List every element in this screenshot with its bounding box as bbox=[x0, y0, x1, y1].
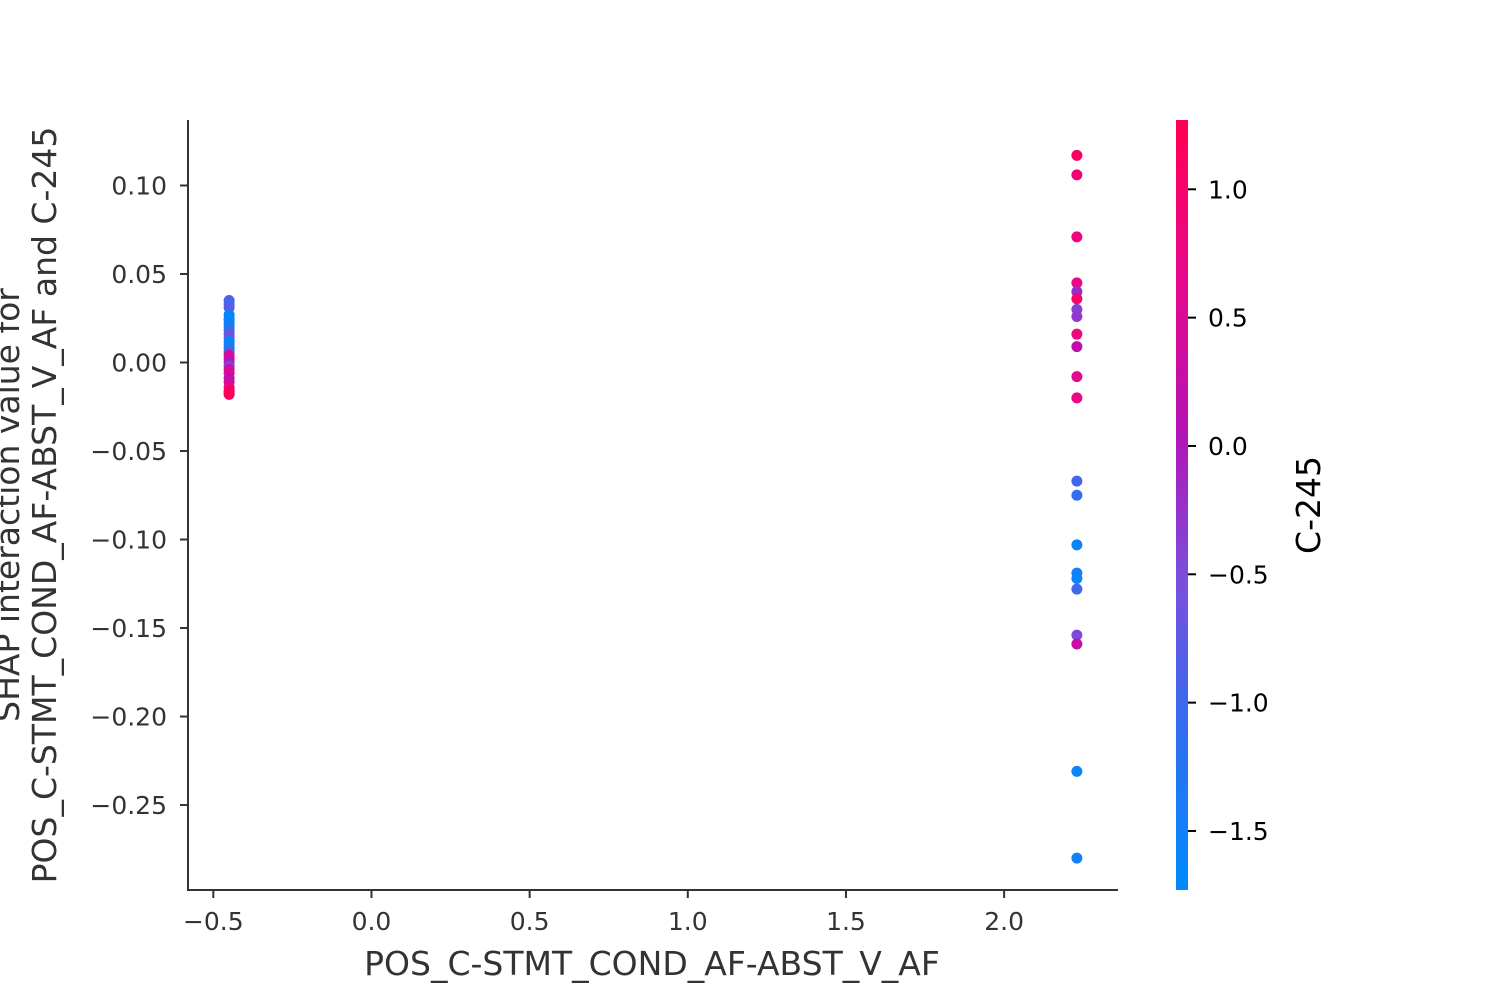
colorbar-tick-label: −1.5 bbox=[1208, 817, 1269, 846]
x-axis-ticks: −0.5 0.0 0.5 1.0 1.5 2.0 bbox=[183, 890, 1024, 936]
scatter-point bbox=[1071, 583, 1083, 595]
y-tick-label: 0.05 bbox=[111, 260, 167, 289]
scatter-point bbox=[1071, 277, 1083, 289]
y-tick-label: −0.10 bbox=[90, 526, 167, 555]
y-tick-label: −0.20 bbox=[90, 703, 167, 732]
scatter-point bbox=[1071, 371, 1083, 383]
x-tick-label: 0.0 bbox=[352, 907, 392, 936]
scatter-point bbox=[1071, 572, 1083, 584]
scatter-point bbox=[1071, 169, 1083, 181]
scatter-point bbox=[1071, 852, 1083, 864]
y-tick-label: 0.00 bbox=[111, 349, 167, 378]
colorbar bbox=[1176, 120, 1188, 890]
scatter-point bbox=[1071, 475, 1083, 487]
y-tick-label: 0.10 bbox=[111, 171, 167, 200]
scatter-point bbox=[1071, 765, 1083, 777]
scatter-point bbox=[1071, 341, 1083, 353]
scatter-point bbox=[1071, 293, 1083, 305]
scatter-point bbox=[1071, 392, 1083, 404]
x-tick-label: 1.0 bbox=[668, 907, 708, 936]
y-axis-title-line1: SHAP interaction value for bbox=[0, 288, 27, 722]
scatter-point bbox=[1071, 149, 1083, 161]
y-tick-label: −0.15 bbox=[90, 614, 167, 643]
colorbar-tick-label: 0.5 bbox=[1208, 304, 1248, 333]
x-axis-title: POS_C-STMT_COND_AF-ABST_V_AF bbox=[364, 944, 940, 983]
scatter-point bbox=[223, 388, 235, 400]
y-axis-title-line2: POS_C-STMT_COND_AF-ABST_V_AF and C-245 bbox=[25, 127, 64, 884]
colorbar-ticks: 1.0 0.5 0.0 −0.5 −1.0 −1.5 bbox=[1188, 175, 1269, 846]
colorbar-title: C-245 bbox=[1289, 456, 1328, 554]
x-tick-label: −0.5 bbox=[183, 907, 244, 936]
colorbar-tick-label: 0.0 bbox=[1208, 432, 1248, 461]
scatter-point bbox=[1071, 310, 1083, 322]
scatter-point bbox=[1071, 489, 1083, 501]
y-axis-ticks: 0.10 0.05 0.00 −0.05 −0.10 −0.15 −0.20 −0.25 bbox=[90, 171, 188, 820]
scatter-point bbox=[1071, 539, 1083, 551]
colorbar-tick-label: −0.5 bbox=[1208, 560, 1269, 589]
x-tick-label: 0.5 bbox=[510, 907, 550, 936]
x-tick-label: 1.5 bbox=[826, 907, 866, 936]
scatter-point bbox=[1071, 638, 1083, 650]
scatter-points bbox=[223, 149, 1083, 864]
scatter-point bbox=[1071, 629, 1083, 641]
colorbar-tick-label: 1.0 bbox=[1208, 175, 1248, 204]
y-tick-label: −0.25 bbox=[90, 791, 167, 820]
scatter-point bbox=[1071, 328, 1083, 340]
y-tick-label: −0.05 bbox=[90, 437, 167, 466]
x-tick-label: 2.0 bbox=[984, 907, 1024, 936]
colorbar-tick-label: −1.0 bbox=[1208, 689, 1269, 718]
scatter-point bbox=[1071, 231, 1083, 243]
